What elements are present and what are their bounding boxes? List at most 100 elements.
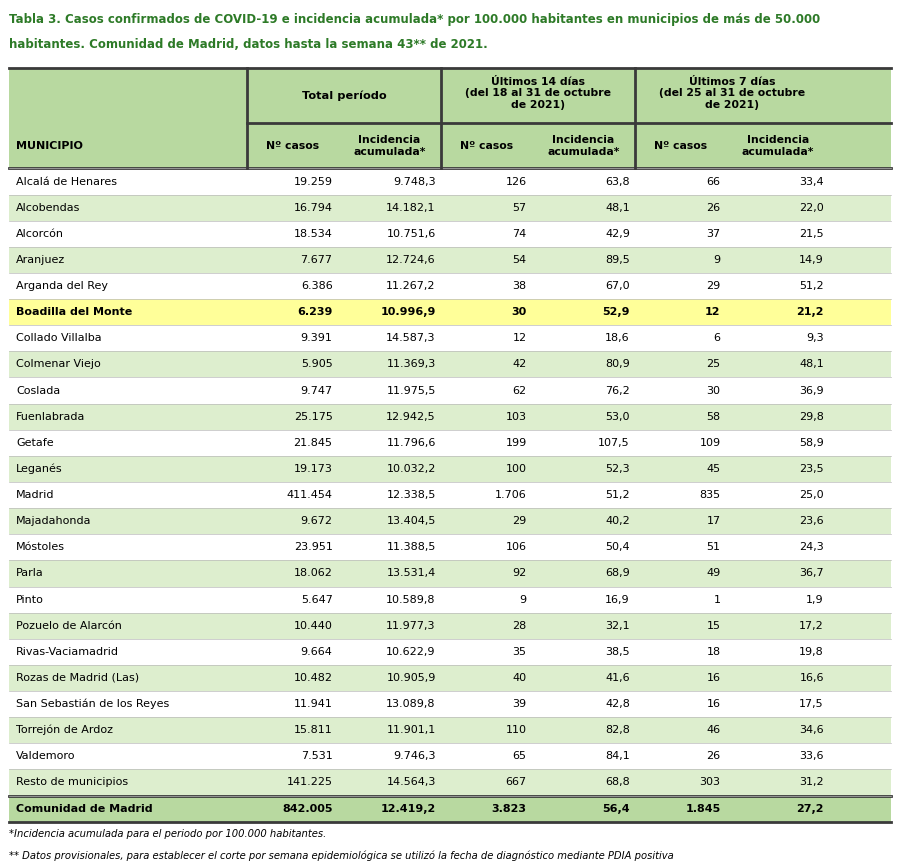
Text: 10.482: 10.482 [293, 673, 333, 683]
Text: 33,6: 33,6 [799, 752, 824, 761]
Text: Rivas-Vaciamadrid: Rivas-Vaciamadrid [16, 647, 119, 657]
Bar [9, 743, 891, 770]
Text: 7.677: 7.677 [301, 255, 333, 265]
Text: 92: 92 [512, 569, 526, 578]
Text: 9: 9 [714, 255, 721, 265]
Text: Nº casos: Nº casos [654, 141, 707, 151]
Text: 11.977,3: 11.977,3 [386, 620, 436, 631]
Bar [9, 534, 891, 561]
Bar [9, 717, 891, 743]
Text: 10.905,9: 10.905,9 [386, 673, 436, 683]
Bar [9, 124, 891, 168]
Text: 36,7: 36,7 [799, 569, 824, 578]
Text: 13.531,4: 13.531,4 [386, 569, 436, 578]
Bar [9, 352, 891, 378]
Text: Incidencia
acumulada*: Incidencia acumulada* [742, 135, 814, 156]
Bar [9, 273, 891, 299]
Text: 199: 199 [506, 438, 526, 448]
Bar [9, 691, 891, 717]
Text: 89,5: 89,5 [605, 255, 630, 265]
Text: 21.845: 21.845 [293, 438, 333, 448]
Text: 52,9: 52,9 [602, 308, 630, 317]
Text: 10.589,8: 10.589,8 [386, 594, 436, 605]
Text: 21,5: 21,5 [799, 229, 824, 238]
Text: 66: 66 [706, 176, 721, 187]
Text: Incidencia
acumulada*: Incidencia acumulada* [547, 135, 620, 156]
Text: 50,4: 50,4 [605, 543, 630, 552]
Text: 12.724,6: 12.724,6 [386, 255, 436, 265]
Bar [9, 770, 891, 796]
Text: 10.622,9: 10.622,9 [386, 647, 436, 657]
Text: Rozas de Madrid (Las): Rozas de Madrid (Las) [16, 673, 140, 683]
Text: 12.942,5: 12.942,5 [386, 411, 436, 422]
Text: 33,4: 33,4 [799, 176, 824, 187]
Text: 103: 103 [506, 411, 526, 422]
Text: 106: 106 [506, 543, 526, 552]
Text: 15: 15 [706, 620, 721, 631]
Text: 16,9: 16,9 [605, 594, 630, 605]
Text: 41,6: 41,6 [605, 673, 630, 683]
Bar [9, 168, 891, 194]
Bar [9, 665, 891, 691]
Text: 40: 40 [512, 673, 526, 683]
Text: 411.454: 411.454 [286, 490, 333, 500]
Text: 6.386: 6.386 [301, 281, 333, 291]
Text: 16: 16 [706, 699, 721, 709]
Text: 17,2: 17,2 [799, 620, 824, 631]
Bar [9, 429, 891, 456]
Text: 30: 30 [511, 308, 526, 317]
Text: 56,4: 56,4 [602, 804, 630, 814]
Text: 9.746,3: 9.746,3 [393, 752, 436, 761]
Text: 76,2: 76,2 [605, 385, 630, 396]
Text: Alcorcón: Alcorcón [16, 229, 64, 238]
Text: 17,5: 17,5 [799, 699, 824, 709]
Text: 51,2: 51,2 [799, 281, 824, 291]
Text: 12.419,2: 12.419,2 [381, 804, 436, 814]
Text: 37: 37 [706, 229, 721, 238]
Text: 5.647: 5.647 [301, 594, 333, 605]
Text: 15.811: 15.811 [293, 725, 333, 735]
Text: Últimos 7 días
(del 25 al 31 de octubre
de 2021): Últimos 7 días (del 25 al 31 de octubre … [659, 77, 806, 110]
Text: Nº casos: Nº casos [460, 141, 513, 151]
Text: Madrid: Madrid [16, 490, 55, 500]
Bar [9, 68, 891, 124]
Text: 58: 58 [706, 411, 721, 422]
Text: 62: 62 [512, 385, 526, 396]
Text: 12.338,5: 12.338,5 [386, 490, 436, 500]
Text: 10.751,6: 10.751,6 [386, 229, 436, 238]
Text: 18: 18 [706, 647, 721, 657]
Bar [9, 194, 891, 220]
Text: 48,1: 48,1 [605, 203, 630, 213]
Bar [9, 638, 891, 665]
Bar [9, 508, 891, 534]
Text: 28: 28 [512, 620, 526, 631]
Text: Alcobendas: Alcobendas [16, 203, 81, 213]
Bar [9, 247, 891, 273]
Text: 18,6: 18,6 [605, 334, 630, 343]
Text: 16,6: 16,6 [799, 673, 824, 683]
Text: Arganda del Rey: Arganda del Rey [16, 281, 108, 291]
Text: Incidencia
acumulada*: Incidencia acumulada* [354, 135, 426, 156]
Text: 48,1: 48,1 [799, 359, 824, 370]
Text: 9.747: 9.747 [301, 385, 333, 396]
Text: 9.391: 9.391 [301, 334, 333, 343]
Text: 11.901,1: 11.901,1 [386, 725, 436, 735]
Text: 19.259: 19.259 [293, 176, 333, 187]
Text: 303: 303 [699, 778, 721, 787]
Text: 18.534: 18.534 [293, 229, 333, 238]
Text: 16.794: 16.794 [293, 203, 333, 213]
Bar [9, 378, 891, 403]
Text: Total período: Total período [302, 91, 386, 101]
Text: 126: 126 [506, 176, 526, 187]
Text: 5.905: 5.905 [301, 359, 333, 370]
Text: 19.173: 19.173 [293, 464, 333, 474]
Text: Aranjuez: Aranjuez [16, 255, 66, 265]
Bar [9, 561, 891, 587]
Text: 23,5: 23,5 [799, 464, 824, 474]
Text: 49: 49 [706, 569, 721, 578]
Text: 141.225: 141.225 [286, 778, 333, 787]
Text: 27,2: 27,2 [796, 804, 824, 814]
Text: 10.032,2: 10.032,2 [386, 464, 436, 474]
Text: Pinto: Pinto [16, 594, 44, 605]
Text: Valdemoro: Valdemoro [16, 752, 76, 761]
